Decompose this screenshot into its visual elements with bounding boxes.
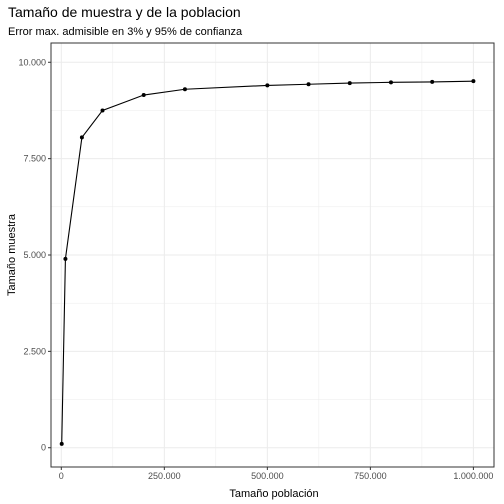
data-point: [347, 81, 352, 86]
x-tick-label: 1.000.000: [453, 471, 493, 481]
data-point: [79, 135, 84, 140]
data-point: [63, 256, 68, 261]
data-point: [100, 108, 105, 113]
x-tick-label: 0: [59, 471, 64, 481]
series-line-layer: [61, 80, 474, 444]
x-axis-title: Tamaño población: [229, 488, 318, 500]
data-point: [59, 441, 64, 446]
data-point: [141, 93, 146, 98]
x-tick-label: 750.000: [354, 471, 387, 481]
x-tick-label: 500.000: [251, 471, 284, 481]
major-gridlines: [51, 43, 494, 467]
x-tick-label: 250.000: [148, 471, 181, 481]
y-axis-ticks: 0 2.500 5.000 7.500 10.000: [18, 57, 51, 453]
y-axis-title: Tamaño muestra: [6, 213, 18, 296]
chart-subtitle: Error max. admisible en 3% y 95% de conf…: [8, 26, 243, 38]
chart-title: Tamaño de muestra y de la poblacion: [8, 4, 241, 20]
data-point: [306, 82, 311, 87]
y-tick-label: 0: [41, 443, 46, 453]
y-tick-label: 10.000: [18, 57, 46, 67]
x-axis-ticks: 0 250.000 500.000 750.000 1.000.000: [59, 467, 493, 481]
data-point: [265, 83, 270, 88]
data-points: [59, 79, 476, 446]
series-line: [61, 80, 474, 444]
y-tick-label: 5.000: [23, 250, 46, 260]
data-point: [388, 80, 393, 85]
y-tick-label: 2.500: [23, 346, 46, 356]
y-tick-label: 7.500: [23, 154, 46, 164]
data-point: [182, 87, 187, 92]
data-point: [430, 79, 435, 84]
data-point: [471, 79, 476, 84]
